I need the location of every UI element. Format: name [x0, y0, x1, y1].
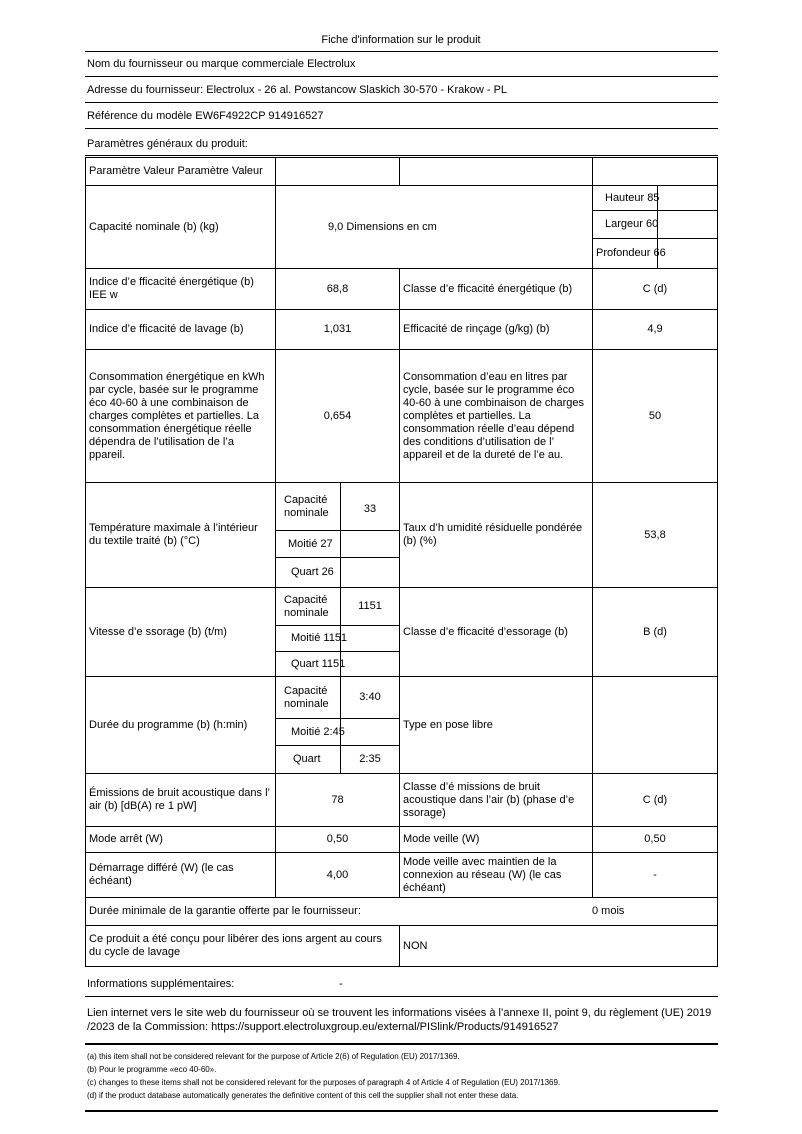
depth-value: Profondeur 66 — [592, 238, 718, 269]
noise-value: 78 — [275, 773, 400, 827]
header-cell-empty — [399, 157, 593, 186]
duration-quarter-value: 2:35 — [340, 745, 400, 774]
model-reference: Référence du modèle EW6F4922CP 914916527 — [87, 110, 324, 122]
installation-type-empty — [592, 676, 718, 774]
width-value: Largeur 60 — [592, 210, 718, 239]
spin-speed-label: Vitesse d’e ssorage (b) (t/m) — [85, 587, 276, 677]
off-mode-label: Mode arrêt (W) — [85, 826, 276, 853]
installation-type: Type en pose libre — [399, 676, 593, 774]
water-consumption-label: Consommation d’eau en litres par cycle, … — [399, 349, 593, 483]
energy-consumption-value: 0,654 — [275, 349, 400, 483]
duration-label: Durée du programme (b) (h:min) — [85, 676, 276, 774]
extra-info-label: Informations supplémentaires: — [87, 978, 235, 990]
energy-consumption-label: Consommation énergétique en kWh par cycl… — [85, 349, 276, 483]
header-cell: Paramètre Valeur Paramètre Valeur — [85, 157, 276, 186]
supplier-link[interactable]: Lien internet vers le site web du fourni… — [87, 1007, 712, 1033]
network-standby-label: Mode veille avec maintien de la connexio… — [399, 852, 593, 898]
moisture-label: Taux d’h umidité résiduelle pondérée (b)… — [399, 482, 593, 588]
header-cell-empty — [275, 157, 400, 186]
extra-info-value: - — [339, 978, 343, 990]
general-parameters-heading: Paramètres généraux du produit: — [87, 138, 248, 150]
noise-class-label: Classe d’é missions de bruit acoustique … — [399, 773, 593, 827]
wash-index-label: Indice d’e fficacité de lavage (b) — [85, 309, 276, 350]
height-value: Hauteur 85 — [592, 185, 718, 211]
spin-quarter: Quart 1151 — [275, 651, 400, 677]
water-consumption-value: 50 — [592, 349, 718, 483]
silver-ions-label: Ce produit a été conçu pour libérer des … — [85, 925, 400, 967]
noise-class-value: C (d) — [592, 773, 718, 827]
moisture-value: 53,8 — [592, 482, 718, 588]
duration-half: Moitié 2:45 — [275, 718, 400, 746]
temperature-label: Température maximale à l’intérieur du te… — [85, 482, 276, 588]
header-cell-empty — [592, 157, 718, 186]
temperature-quarter: Quart 26 — [275, 557, 400, 588]
wash-index-value: 1,031 — [275, 309, 400, 350]
duration-full-value: 3:40 — [340, 676, 400, 719]
spin-class-label: Classe d’e fficacité d’essorage (b) — [399, 587, 593, 677]
energy-class-label: Classe d’e fficacité énergétique (b) — [399, 268, 593, 310]
supplier-address: Adresse du fournisseur: Electrolux - 26 … — [87, 84, 508, 96]
duration-full-label: Capacité nominale — [275, 676, 341, 719]
footnote-b: (b) Pour le programme «eco 40-60». — [87, 1065, 217, 1074]
rinse-value: 4,9 — [592, 309, 718, 350]
capacity-value: 9,0 Dimensions en cm — [275, 185, 593, 269]
sheet-title: Fiche d'information sur le produit — [321, 34, 481, 46]
eei-label: Indice d’e fficacité énergétique (b) IEE… — [85, 268, 276, 310]
spin-half: Moitié 1151 — [275, 625, 400, 652]
temperature-full-label: Capacité nominale — [275, 482, 341, 531]
noise-label: Émissions de bruit acoustique dans l’ ai… — [85, 773, 276, 827]
footnote-d: (d) if the product database automaticall… — [87, 1091, 519, 1100]
temperature-full-value: 33 — [340, 482, 400, 531]
capacity-label: Capacité nominale (b) (kg) — [85, 185, 276, 269]
supplier-name: Nom du fournisseur ou marque commerciale… — [87, 58, 356, 70]
spin-full-label: Capacité nominale — [275, 587, 341, 626]
eei-value: 68,8 — [275, 268, 400, 310]
spin-class-value: B (d) — [592, 587, 718, 677]
delay-start-label: Démarrage différé (W) (le cas échéant) — [85, 852, 276, 898]
duration-quarter-label: Quart — [275, 745, 341, 774]
footnote-a: (a) this item shall not be considered re… — [87, 1052, 460, 1061]
temperature-half: Moitié 27 — [275, 530, 400, 558]
rinse-label: Efficacité de rinçage (g/kg) (b) — [399, 309, 593, 350]
warranty-value: 0 mois — [592, 905, 625, 917]
footnote-c: (c) changes to these items shall not be … — [87, 1078, 561, 1087]
standby-label: Mode veille (W) — [399, 826, 593, 853]
spin-full-value: 1151 — [340, 587, 400, 626]
energy-class-value: C (d) — [592, 268, 718, 310]
off-mode-value: 0,50 — [275, 826, 400, 853]
standby-value: 0,50 — [592, 826, 718, 853]
delay-start-value: 4,00 — [275, 852, 400, 898]
network-standby-value: - — [592, 852, 718, 898]
silver-ions-value: NON — [399, 925, 718, 967]
